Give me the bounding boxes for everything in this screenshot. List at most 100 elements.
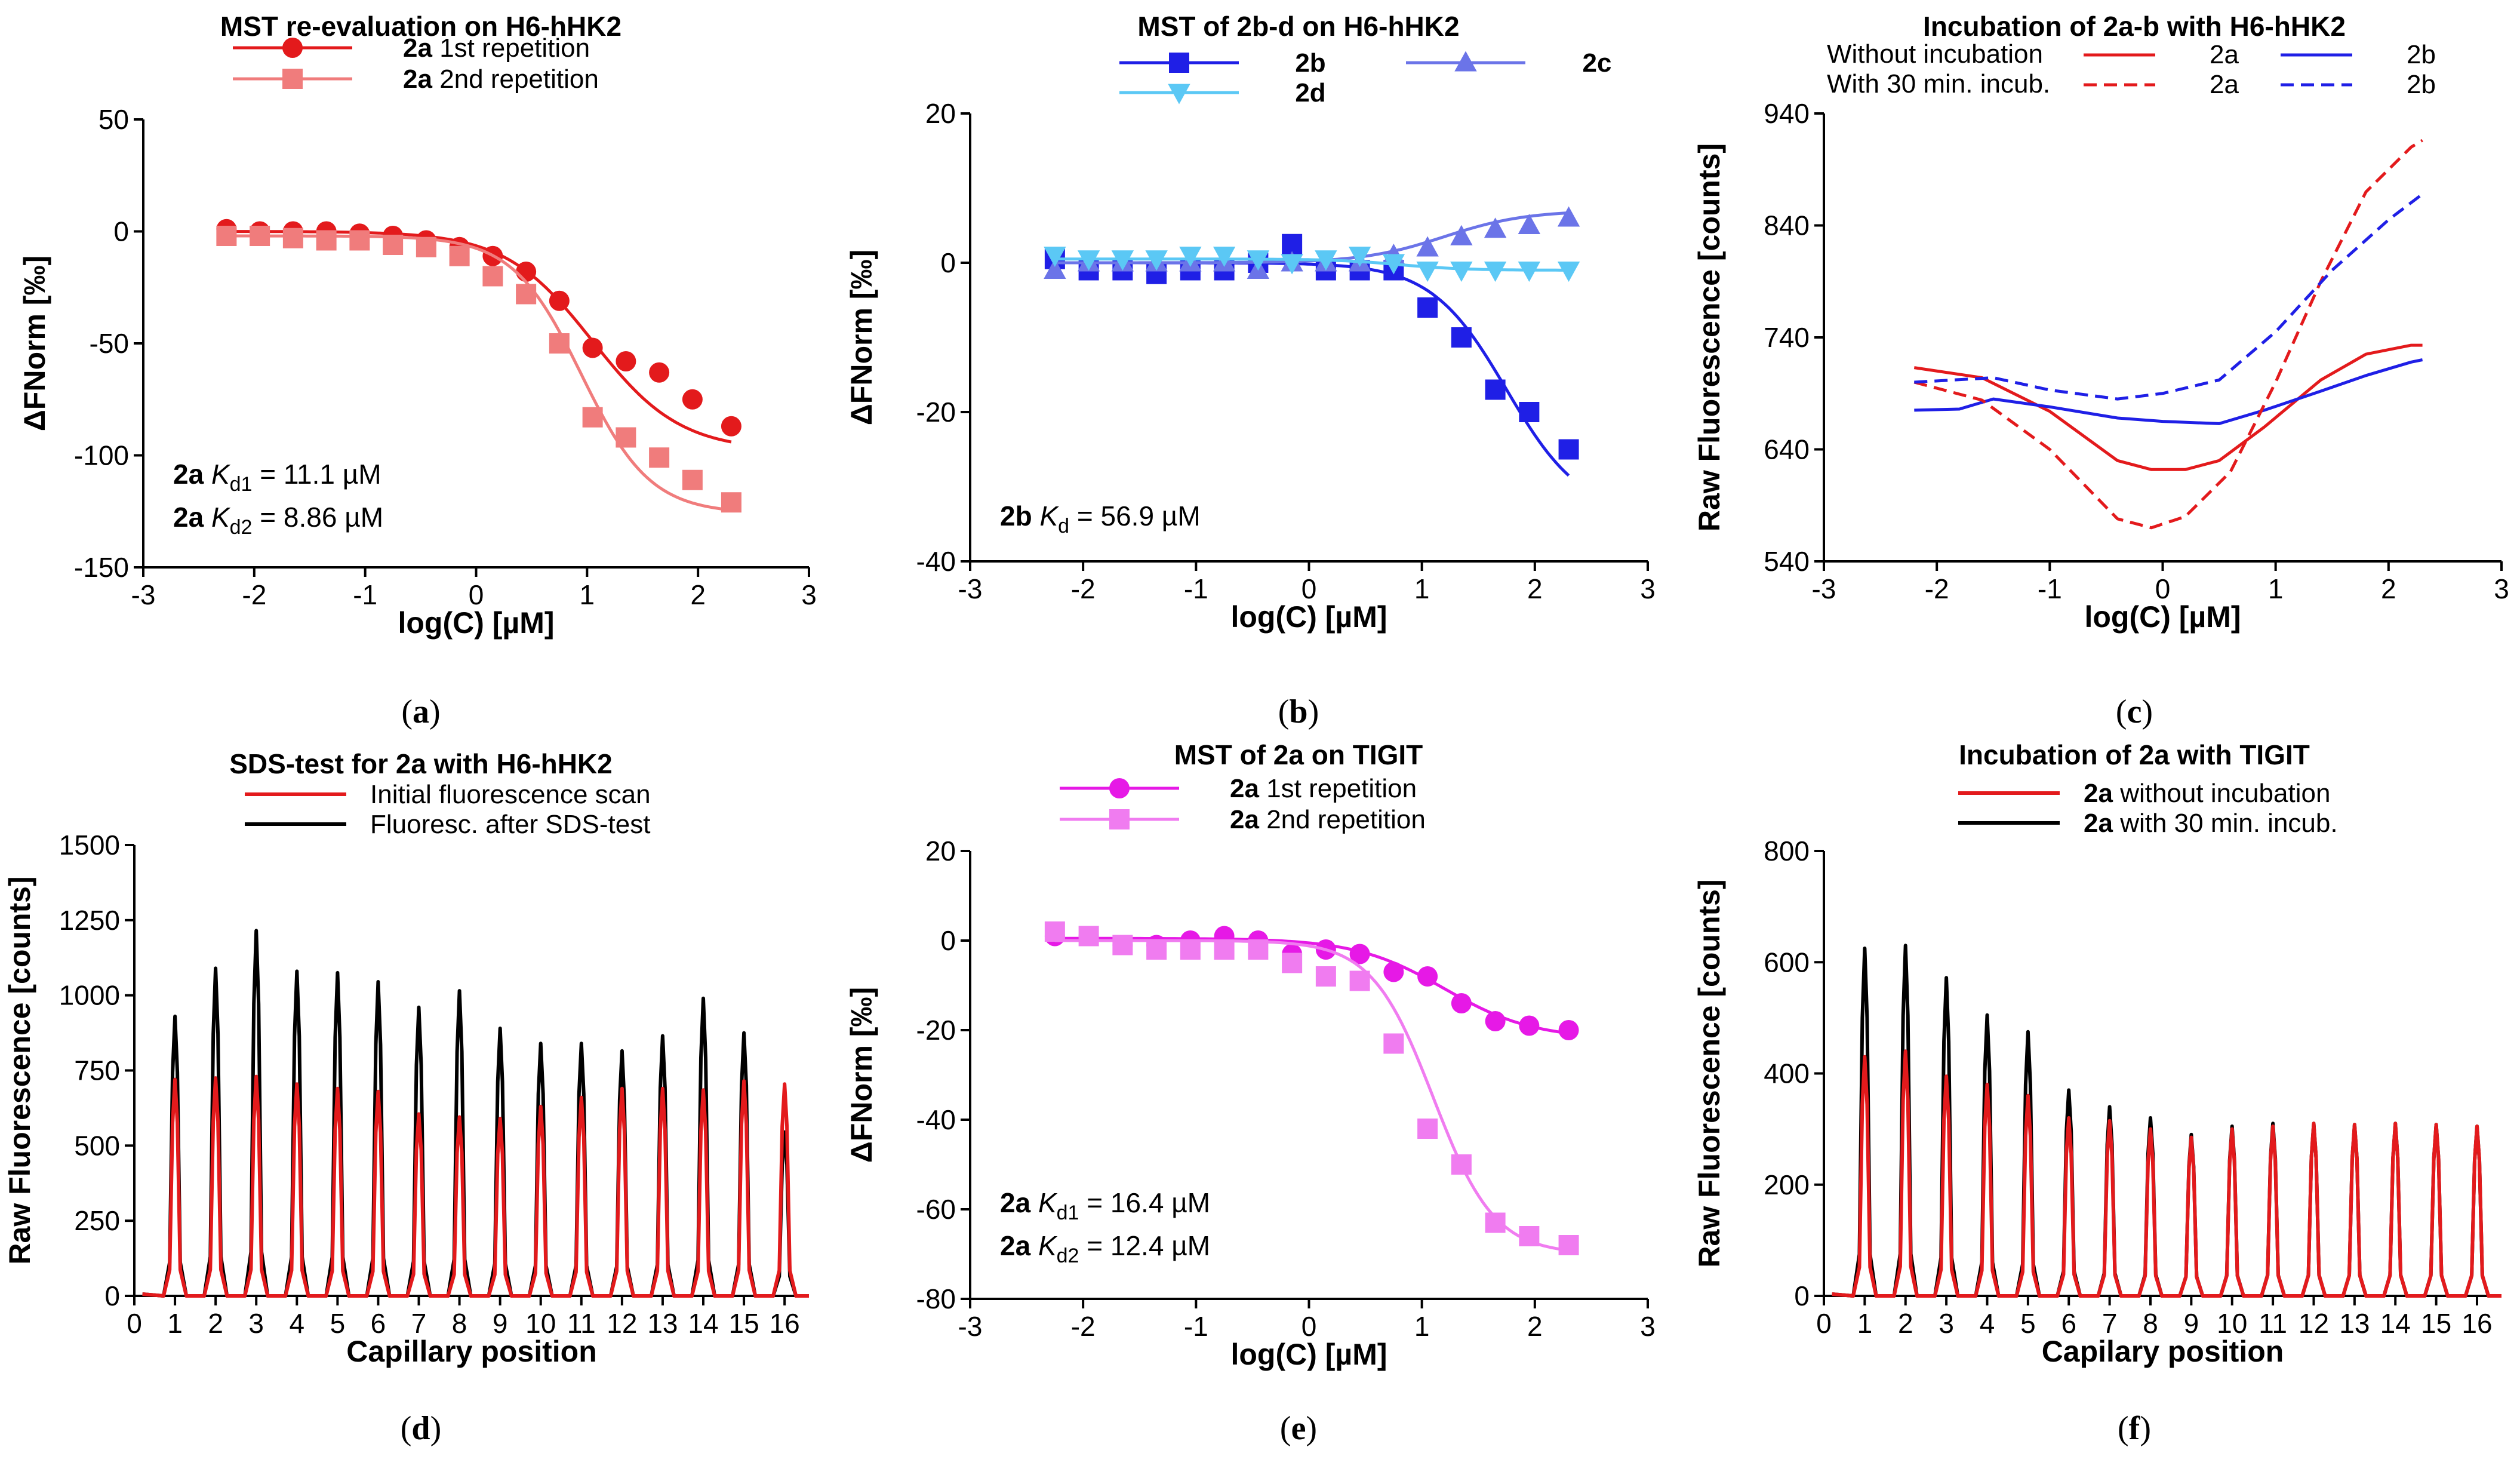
panel-label-letter: d <box>411 1410 430 1447</box>
data-point <box>1451 1154 1472 1175</box>
x-tick-label: 0 <box>469 579 484 610</box>
data-point <box>1213 247 1236 268</box>
kd-compound: 2a <box>173 502 204 533</box>
x-tick-label: -3 <box>1812 573 1836 604</box>
data-point <box>1180 939 1201 960</box>
y-tick-label: 400 <box>1764 1058 1810 1089</box>
legend-marker <box>282 69 303 89</box>
x-tick-label: 5 <box>330 1308 346 1339</box>
data-point <box>1247 250 1270 271</box>
x-tick-label: -2 <box>1071 1311 1096 1342</box>
data-point <box>516 284 537 305</box>
kd-compound: 2a <box>1000 1230 1031 1261</box>
legend-entry-text: Initial fluorescence scan <box>370 780 651 809</box>
legend-row-label: With 30 min. incub. <box>1827 69 2050 99</box>
y-axis-label: Raw Fluorescence [counts] <box>3 876 36 1264</box>
x-tick-label: 14 <box>2380 1308 2411 1339</box>
x-tick-label: 0 <box>127 1308 142 1339</box>
kd-compound: 2a <box>173 459 204 490</box>
x-tick-label: 3 <box>1939 1308 1954 1339</box>
legend-marker <box>282 38 303 58</box>
y-tick-label: 750 <box>74 1055 120 1086</box>
series-1 <box>1044 921 1579 1255</box>
data-point <box>1417 966 1438 987</box>
y-tick-label: 0 <box>940 925 956 956</box>
y-tick-label: 20 <box>925 98 956 129</box>
x-axis-label: log(C) [µM] <box>2084 600 2241 634</box>
fit-curve <box>226 234 732 512</box>
x-tick-label: -1 <box>1184 1311 1208 1342</box>
x-tick-label: 7 <box>2102 1308 2118 1339</box>
kd-annotation: 2a Kd2 = 8.86 µM <box>173 502 383 539</box>
panel-label: (f) <box>2118 1410 2151 1447</box>
panel-label: (c) <box>2116 693 2153 730</box>
panel-label-letter: f <box>2129 1410 2141 1447</box>
x-tick-label: 0 <box>1816 1308 1832 1339</box>
chart-panel-b: MST of 2b-d on H6-hHK2 -40 -20 0 20 -3 -2 -1 0 1 2… <box>845 11 1656 730</box>
x-tick-label: 3 <box>2494 573 2509 604</box>
y-tick-label: 940 <box>1764 98 1810 129</box>
x-tick-label: 14 <box>688 1308 718 1339</box>
data-point <box>682 469 703 490</box>
x-tick-label: 11 <box>2259 1308 2287 1339</box>
data-point <box>1315 966 1336 987</box>
data-point <box>616 351 636 371</box>
fit-curve <box>1054 936 1569 1035</box>
y-tick-label: -20 <box>916 397 956 428</box>
x-tick-label: -3 <box>131 579 156 610</box>
legend-entry: 2a <box>2210 70 2239 99</box>
data-point <box>1077 250 1100 271</box>
legend-entry: Fluoresc. after SDS-test <box>370 810 650 839</box>
x-tick-label: 5 <box>2020 1308 2036 1339</box>
x-tick-label: 1 <box>167 1308 183 1339</box>
data-point <box>250 226 270 246</box>
x-tick-label: 8 <box>2143 1308 2158 1339</box>
x-tick-label: 15 <box>728 1308 759 1339</box>
x-tick-label: 8 <box>452 1308 467 1339</box>
kd-compound: 2b <box>1000 500 1032 531</box>
x-tick-label: 2 <box>1898 1308 1913 1339</box>
panel-label-letter: b <box>1289 693 1307 730</box>
data-point <box>1348 247 1371 268</box>
y-tick-label: -20 <box>916 1015 956 1046</box>
kd-symbol: K <box>1038 1230 1058 1261</box>
legend-entry: 2b <box>2407 70 2436 99</box>
y-tick-label: -80 <box>916 1283 956 1314</box>
x-tick-label: 2 <box>1527 573 1543 604</box>
legend-entry-bold: 2a <box>1230 805 1259 834</box>
x-tick-label: 1 <box>1414 573 1430 604</box>
legend-entry-text: 1st repetition <box>439 33 590 63</box>
x-tick-label: 13 <box>647 1308 678 1339</box>
y-tick-label: 1500 <box>59 829 120 861</box>
legend-entry-text: 2nd repetition <box>1266 805 1426 834</box>
x-tick-label: 1 <box>1414 1311 1430 1342</box>
x-tick-label: 3 <box>1640 573 1656 604</box>
legend-entry-text: without incubation <box>2119 779 2330 808</box>
chart-title: Incubation of 2a with TIGIT <box>1959 739 2310 770</box>
data-point <box>549 290 570 311</box>
x-axis-label: Capillary position <box>346 1335 597 1368</box>
fit-curve <box>1054 211 1569 265</box>
kd-value: = 56.9 µM <box>1069 500 1201 531</box>
x-tick-label: 2 <box>1527 1311 1543 1342</box>
y-axis-label: ΔFNorm [‰] <box>845 250 878 425</box>
y-tick-label: -60 <box>916 1194 956 1225</box>
legend-marker <box>1454 51 1477 72</box>
kd-symbol: K <box>1038 1187 1058 1218</box>
x-tick-label: -3 <box>958 1311 983 1342</box>
data-point <box>1519 1015 1540 1036</box>
data-point <box>682 389 703 410</box>
legend-entry: 2a 2nd repetition <box>1230 805 1426 834</box>
kd-value: = 11.1 µM <box>252 459 381 490</box>
x-tick-label: -1 <box>1184 573 1208 604</box>
x-tick-label: 0 <box>2155 573 2171 604</box>
legend-marker <box>1109 809 1130 829</box>
data-point <box>1248 939 1269 960</box>
chart-panel-f: Incubation of 2a with TIGIT 0 200 400 600 800… <box>1693 739 2501 1447</box>
data-point <box>1179 247 1202 268</box>
x-tick-label: 15 <box>2421 1308 2451 1339</box>
x-tick-label: 3 <box>801 579 817 610</box>
series-2 <box>1044 247 1580 282</box>
data-point <box>1485 1011 1506 1031</box>
y-tick-label: 500 <box>74 1130 120 1161</box>
